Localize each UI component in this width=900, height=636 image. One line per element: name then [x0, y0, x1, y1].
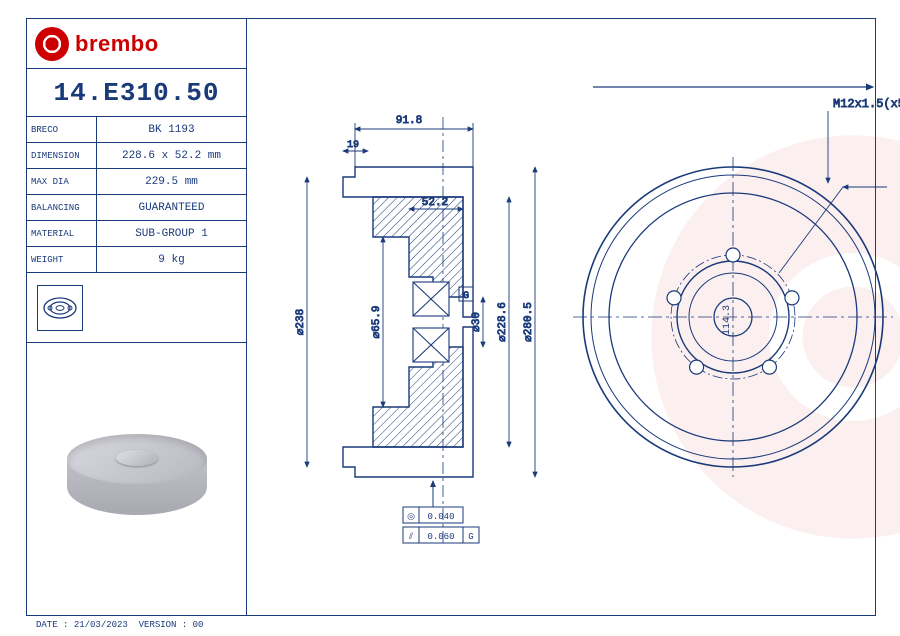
dim-d280-5: ⌀280.5: [523, 302, 535, 342]
spec-value: SUB-GROUP 1: [97, 221, 246, 246]
spec-value: 228.6 x 52.2 mm: [97, 143, 246, 168]
dim-d30: ⌀30: [471, 312, 483, 332]
logo-box: brembo: [27, 19, 247, 69]
dim-d65-9: ⌀65.9: [371, 305, 383, 338]
dim-91-8: 91.8: [396, 115, 422, 127]
table-row: WEIGHT9 kg: [27, 247, 246, 273]
spec-table: BRECOBK 1193 DIMENSION228.6 x 52.2 mm MA…: [27, 117, 247, 273]
brand-name: brembo: [75, 31, 159, 57]
product-render: [27, 343, 247, 615]
footer-meta: DATE : 21/03/2023 VERSION : 00: [36, 620, 203, 630]
drawing-frame: brembo 14.E310.50 BRECOBK 1193 DIMENSION…: [26, 18, 876, 616]
date-value: 21/03/2023: [74, 620, 128, 630]
dim-52-2: 52.2: [422, 197, 448, 209]
dim-d238: ⌀238: [295, 309, 307, 335]
spec-label: MAX DIA: [27, 169, 97, 194]
front-view: M12x1.5(x5) 114.3: [573, 87, 900, 477]
spec-label: MATERIAL: [27, 221, 97, 246]
table-row: MATERIALSUB-GROUP 1: [27, 221, 246, 247]
spec-label: DIMENSION: [27, 143, 97, 168]
datum-g: G: [463, 291, 469, 302]
tol-sym-2: ⫽: [408, 532, 413, 542]
version-label: VERSION :: [139, 620, 188, 630]
pcd-label: 114.3: [722, 305, 733, 335]
spec-value: 229.5 mm: [97, 169, 246, 194]
spec-label: BRECO: [27, 117, 97, 142]
technical-drawing-area: 91.8 19 52.2 ⌀238 ⌀65.9: [273, 37, 900, 635]
feature-icon-box: [27, 273, 247, 343]
bearing-icon: [37, 285, 83, 331]
dim-d228-6: ⌀228.6: [497, 302, 509, 342]
table-row: BRECOBK 1193: [27, 117, 246, 143]
part-number: 14.E310.50: [27, 69, 247, 117]
spec-value: BK 1193: [97, 117, 246, 142]
spec-value: 9 kg: [97, 247, 246, 272]
tol-val-2: 0.060: [427, 532, 454, 542]
date-label: DATE :: [36, 620, 68, 630]
table-row: DIMENSION228.6 x 52.2 mm: [27, 143, 246, 169]
tol-sym-1: ◎: [407, 512, 415, 522]
drum-3d-icon: [67, 434, 207, 524]
technical-svg: 91.8 19 52.2 ⌀238 ⌀65.9: [273, 37, 900, 635]
table-row: BALANCINGGUARANTEED: [27, 195, 246, 221]
spec-label: WEIGHT: [27, 247, 97, 272]
tol-val-1: 0.040: [427, 512, 454, 522]
tol-ref-2: G: [468, 532, 473, 542]
table-row: MAX DIA229.5 mm: [27, 169, 246, 195]
brembo-logo-icon: [35, 27, 69, 61]
version-value: 00: [193, 620, 204, 630]
spec-label: BALANCING: [27, 195, 97, 220]
spec-value: GUARANTEED: [97, 195, 246, 220]
thread-note: M12x1.5(x5): [833, 97, 900, 111]
dim-19: 19: [347, 140, 359, 151]
